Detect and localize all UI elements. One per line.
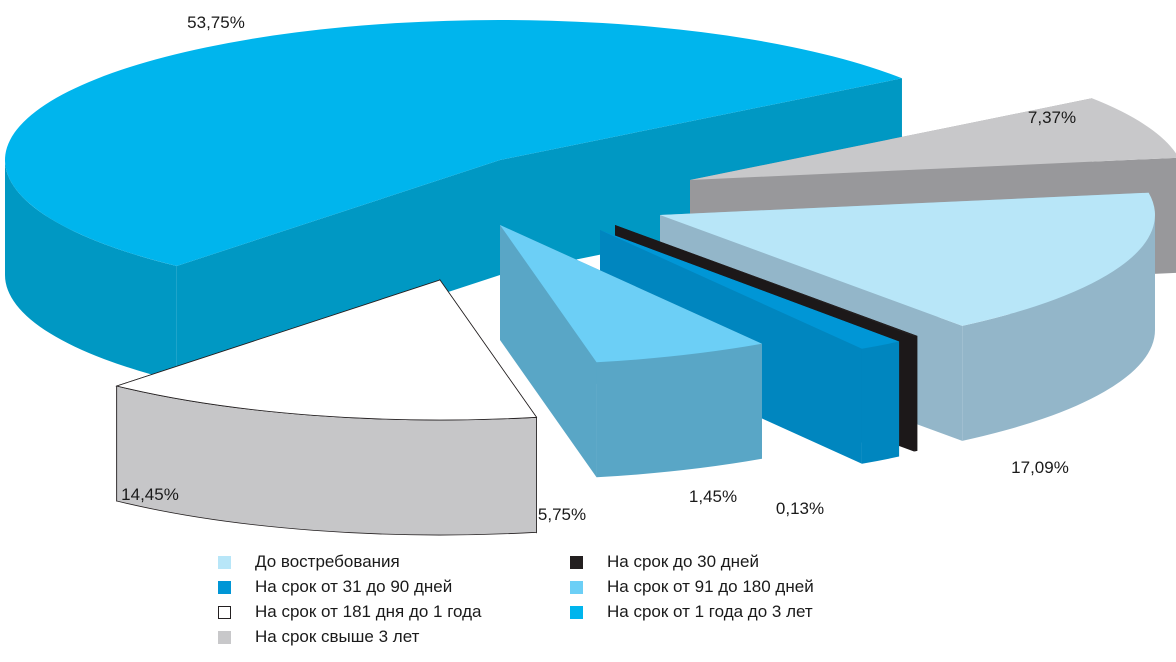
pie-slice-top bbox=[500, 225, 762, 363]
pie-slice-top bbox=[615, 225, 918, 337]
legend-label: На срок от 91 до 180 дней bbox=[607, 577, 814, 596]
legend-swatch bbox=[570, 605, 583, 619]
legend-label: На срок от 181 дня до 1 года bbox=[255, 602, 482, 621]
pie-slice-wall bbox=[500, 78, 902, 275]
legend-label: На срок свыше 3 лет bbox=[255, 627, 420, 646]
legend-item: На срок от 181 дня до 1 года bbox=[218, 600, 482, 624]
pie-value-label: 0,13% bbox=[776, 499, 824, 518]
pie-slice-top bbox=[4, 19, 902, 267]
pie-slice-top bbox=[660, 192, 1155, 326]
legend-item: На срок до 30 дней bbox=[570, 550, 759, 574]
pie-value-label: 1,45% bbox=[689, 487, 737, 506]
legend-swatch bbox=[218, 630, 231, 644]
legend-swatch bbox=[570, 580, 583, 594]
pie-slice-top bbox=[115, 279, 538, 421]
legend-swatch bbox=[218, 605, 231, 619]
legend: До востребования На срок от 31 до 90 дне… bbox=[218, 550, 938, 660]
pie-slices bbox=[4, 19, 1176, 536]
pie-slice-wall bbox=[500, 225, 597, 478]
pie-value-labels: 17,09% 0,13% 1,45% 5,75% 14,45% 53,75% 7,37% bbox=[121, 13, 1076, 524]
legend-swatch bbox=[218, 580, 231, 594]
pie-value-label: 17,09% bbox=[1011, 458, 1069, 477]
legend-label: На срок от 31 до 90 дней bbox=[255, 577, 453, 596]
pie-slice bbox=[500, 225, 762, 478]
pie-slice bbox=[4, 19, 902, 382]
legend-label: До востребования bbox=[255, 552, 400, 571]
pie-slice-edge bbox=[962, 215, 1155, 441]
pie-slice-edge bbox=[914, 335, 918, 452]
pie-slice-top bbox=[690, 98, 1176, 180]
legend-item: На срок от 91 до 180 дней bbox=[570, 575, 814, 599]
pie-slice bbox=[115, 278, 538, 536]
pie-slice-wall bbox=[176, 160, 500, 382]
pie-slice-top bbox=[600, 230, 900, 349]
legend-label: На срок до 30 дней bbox=[607, 552, 760, 571]
pie-slice-edge bbox=[861, 341, 900, 464]
legend-item: На срок от 31 до 90 дней bbox=[218, 575, 452, 599]
legend-label: На срок от 1 года до 3 лет bbox=[607, 602, 813, 621]
pie-value-label: 53,75% bbox=[187, 13, 245, 32]
pie-value-label: 7,37% bbox=[1028, 108, 1076, 127]
pie-chart: 17,09% 0,13% 1,45% 5,75% 14,45% 53,75% 7,37% bbox=[4, 13, 1176, 536]
pie-value-label: 14,45% bbox=[121, 485, 179, 504]
pie-slice-edge bbox=[596, 343, 762, 478]
legend-item: На срок свыше 3 лет bbox=[218, 625, 419, 649]
pie-value-label: 5,75% bbox=[538, 505, 586, 524]
pie-slice-edge bbox=[5, 160, 177, 382]
legend-swatch bbox=[218, 555, 231, 569]
legend-item: На срок от 1 года до 3 лет bbox=[570, 600, 813, 624]
legend-item: До востребования bbox=[218, 550, 400, 574]
legend-swatch bbox=[570, 555, 583, 569]
